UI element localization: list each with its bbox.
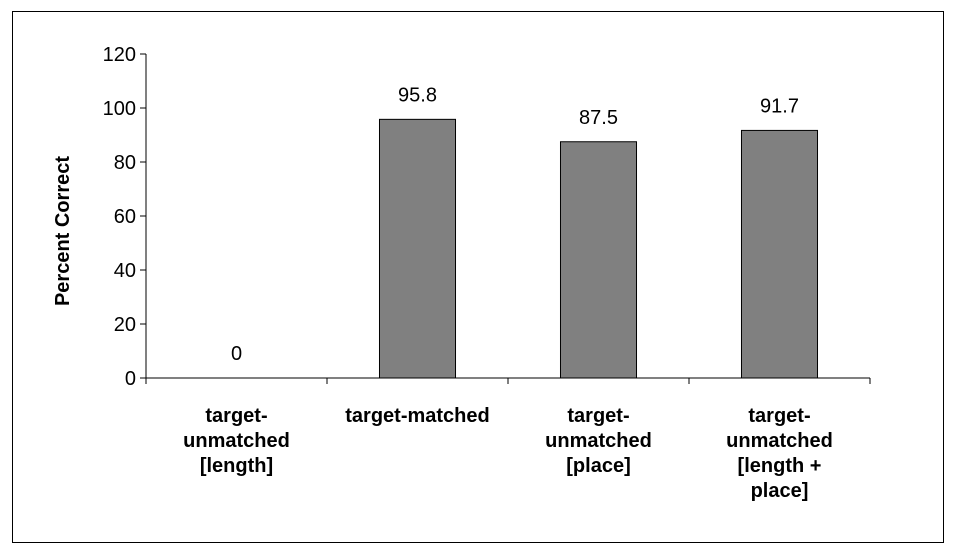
- category-label: target-unmatched [place]: [545, 405, 652, 477]
- bar: [740, 129, 819, 379]
- category-label-line: unmatched: [183, 430, 290, 452]
- data-label: 0: [231, 343, 242, 365]
- y-tick-label: 40: [114, 260, 136, 282]
- y-tick-label: 20: [114, 314, 136, 336]
- axes: [145, 54, 871, 384]
- category-label-line: [length +: [738, 455, 822, 477]
- y-axis-ticks: 0 20 40 60 80 100 120: [103, 44, 146, 390]
- bar-chart: Percent Correct 0 20 40 60 80 100 120 0 95.8 87.…: [52, 44, 871, 502]
- data-labels: 0 95.8 87.5 91.7: [231, 84, 799, 365]
- bars: [378, 118, 819, 379]
- category-label: target-matched: [345, 405, 489, 427]
- category-label-line: target-: [205, 405, 267, 427]
- category-label-line: [length]: [200, 455, 273, 477]
- y-tick-label: 100: [103, 98, 136, 120]
- x-axis-labels: target-unmatched [length] target-matched ta…: [183, 405, 833, 502]
- bar: [559, 141, 638, 379]
- category-label-line: place]: [751, 480, 809, 502]
- bar: [378, 118, 457, 379]
- category-label-line: [place]: [566, 455, 630, 477]
- data-label: 87.5: [579, 107, 618, 129]
- category-label-line: target-: [567, 405, 629, 427]
- y-tick-label: 80: [114, 152, 136, 174]
- category-label-line: unmatched: [726, 430, 833, 452]
- y-tick-label: 120: [103, 44, 136, 66]
- data-label: 91.7: [760, 95, 799, 117]
- category-label-line: target-matched: [345, 405, 489, 427]
- chart-frame: Percent Correct 0 20 40 60 80 100 120 0 95.8 87.…: [12, 11, 944, 543]
- category-label: target-unmatched [length]: [183, 405, 290, 477]
- y-tick-label: 0: [125, 368, 136, 390]
- y-tick-label: 60: [114, 206, 136, 228]
- data-label: 95.8: [398, 84, 437, 106]
- category-label-line: target-: [748, 405, 810, 427]
- category-label: target-unmatched [length + place]: [726, 405, 833, 502]
- y-axis-title: Percent Correct: [52, 156, 74, 306]
- category-label-line: unmatched: [545, 430, 652, 452]
